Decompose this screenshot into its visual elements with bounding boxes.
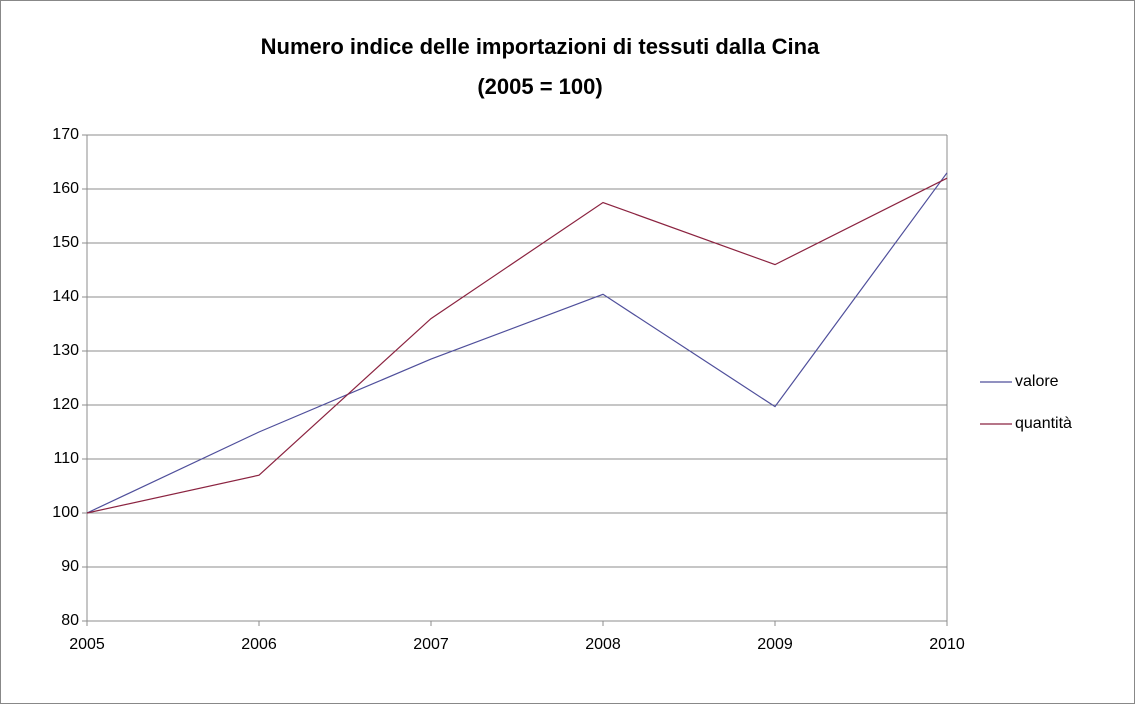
x-tick-label: 2007: [413, 636, 449, 653]
x-tick-label: 2009: [757, 636, 793, 653]
y-tick-label: 160: [52, 180, 79, 197]
y-tick-label: 80: [61, 612, 79, 629]
series-line: [86, 177, 948, 514]
y-tick-label: 170: [52, 126, 79, 143]
x-tick-label: 2006: [241, 636, 277, 653]
x-tick-label: 2008: [585, 636, 621, 653]
x-tick-label: 2010: [929, 636, 965, 653]
y-tick-label: 90: [61, 558, 79, 575]
y-tick-label: 120: [52, 396, 79, 413]
x-tick-label: 2005: [69, 636, 105, 653]
y-tick-label: 100: [52, 504, 79, 521]
legend-label: valore: [1015, 373, 1059, 390]
y-tick-label: 130: [52, 342, 79, 359]
y-tick-label: 110: [53, 450, 79, 467]
chart-title: Numero indice delle importazioni di tess…: [261, 34, 820, 59]
chart-subtitle: (2005 = 100): [477, 74, 602, 99]
legend-label: quantità: [1015, 415, 1072, 432]
series-line: [86, 172, 948, 514]
y-tick-label: 150: [52, 234, 79, 251]
y-tick-label: 140: [52, 288, 79, 305]
